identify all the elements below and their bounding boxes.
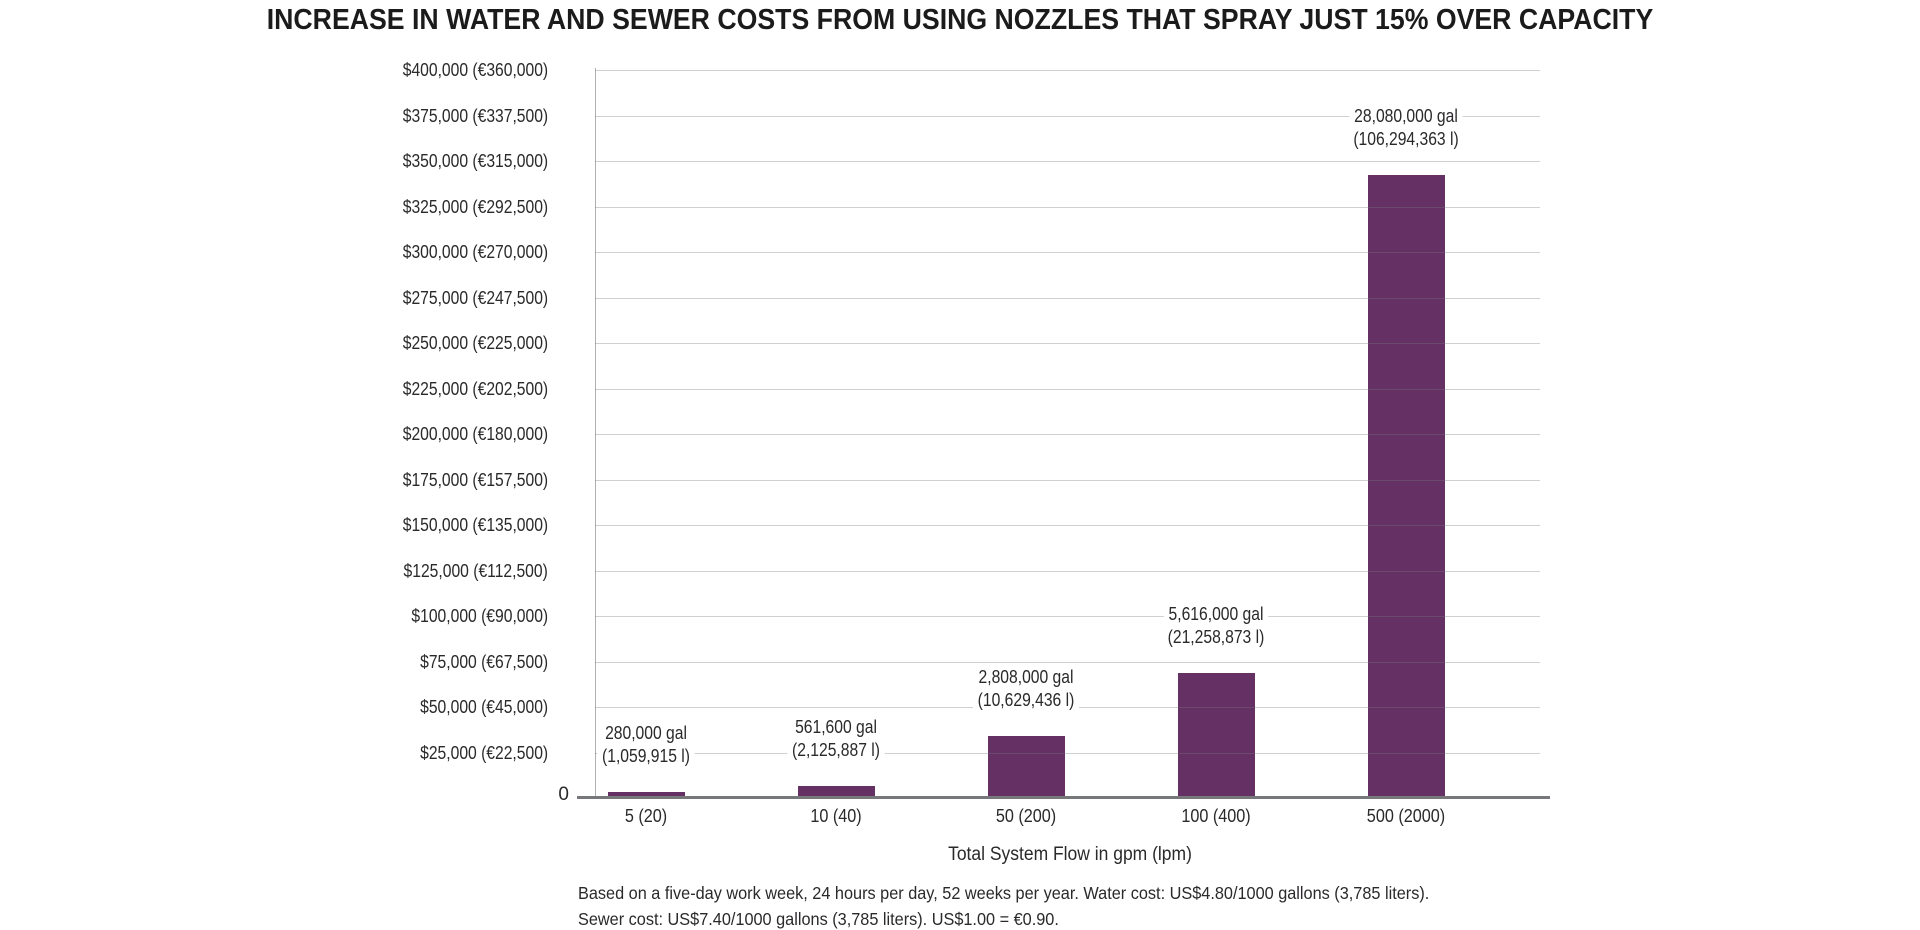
y-axis-tick-label: $25,000 (€22,500) — [420, 743, 548, 763]
bar-value-label: 561,600 gal (2,125,887 l) — [732, 716, 941, 762]
bar-value-liters: (106,294,363 l) — [1348, 128, 1464, 151]
footnote-line-1: Based on a five-day work week, 24 hours … — [578, 883, 1430, 903]
bar-value-liters: (21,258,873 l) — [1163, 626, 1269, 649]
bar-value-gallons: 2,808,000 gal — [974, 666, 1078, 689]
y-axis-tick-label: $150,000 (€135,000) — [402, 515, 548, 535]
y-axis-tick-label: $200,000 (€180,000) — [402, 424, 548, 444]
y-axis-tick-label: $175,000 (€157,500) — [402, 470, 548, 490]
bar — [607, 792, 685, 798]
x-axis-tick-label: 100 (400) — [1181, 806, 1251, 826]
y-axis-tick-label: $300,000 (€270,000) — [402, 242, 548, 262]
y-axis-tick-label: $250,000 (€225,000) — [402, 333, 548, 353]
gridline — [595, 662, 1540, 663]
gridline — [595, 434, 1540, 435]
bar — [797, 786, 875, 798]
y-axis-zero-label: 0 — [558, 784, 569, 805]
chart-footnote: Based on a five-day work week, 24 hours … — [578, 880, 1508, 930]
gridline — [595, 161, 1540, 162]
x-axis-tick-label: 500 (2000) — [1366, 806, 1446, 826]
bar-value-label: 5,616,000 gal (21,258,873 l) — [1112, 603, 1321, 649]
bar-value-gallons: 5,616,000 gal — [1164, 603, 1268, 626]
chart-title: INCREASE IN WATER AND SEWER COSTS FROM U… — [266, 4, 1654, 36]
bar-value-label: 28,080,000 gal (106,294,363 l) — [1302, 105, 1511, 151]
bar — [1367, 175, 1445, 798]
gridline — [595, 252, 1540, 253]
gridline — [595, 70, 1540, 71]
gridline — [595, 207, 1540, 208]
y-axis-tick-label: $275,000 (€247,500) — [402, 288, 548, 308]
x-axis-tick-label: 10 (40) — [810, 806, 862, 826]
y-axis-tick-label: $325,000 (€292,500) — [402, 197, 548, 217]
gridline — [595, 389, 1540, 390]
gridline — [595, 616, 1540, 617]
gridline — [595, 298, 1540, 299]
bar-value-label: 2,808,000 gal (10,629,436 l) — [922, 666, 1131, 712]
bar-value-gallons: 561,600 gal — [790, 716, 882, 739]
y-axis-line — [595, 68, 596, 798]
x-axis-line — [577, 796, 1550, 799]
y-axis-tick-label: $225,000 (€202,500) — [402, 379, 548, 399]
gridline — [595, 571, 1540, 572]
y-axis-tick-label: $350,000 (€315,000) — [402, 151, 548, 171]
bar-value-label: 280,000 gal (1,059,915 l) — [542, 722, 751, 768]
bar — [987, 736, 1065, 798]
footnote-line-2: Sewer cost: US$7.40/1000 gallons (3,785 … — [578, 909, 1059, 929]
x-axis-title: Total System Flow in gpm (lpm) — [948, 844, 1192, 865]
gridline — [595, 525, 1540, 526]
y-axis-tick-label: $50,000 (€45,000) — [420, 697, 548, 717]
y-axis-tick-label: $100,000 (€90,000) — [411, 606, 548, 626]
bar-value-liters: (10,629,436 l) — [973, 689, 1079, 712]
x-axis-tick-label: 50 (200) — [995, 806, 1057, 826]
gridline — [595, 343, 1540, 344]
x-axis-tick-label: 5 (20) — [624, 806, 668, 826]
bar — [1177, 673, 1255, 798]
bar-value-liters: (1,059,915 l) — [597, 745, 695, 768]
bar-value-liters: (2,125,887 l) — [787, 739, 885, 762]
y-axis-tick-label: $375,000 (€337,500) — [402, 106, 548, 126]
y-axis-tick-label: $75,000 (€67,500) — [420, 652, 548, 672]
gridline — [595, 480, 1540, 481]
gridline — [595, 116, 1540, 117]
y-axis-tick-label: $125,000 (€112,500) — [403, 561, 548, 581]
bar-value-gallons: 28,080,000 gal — [1349, 105, 1463, 128]
gridline — [595, 753, 1540, 754]
y-axis-tick-label: $400,000 (€360,000) — [402, 60, 548, 80]
bar-value-gallons: 280,000 gal — [600, 722, 692, 745]
